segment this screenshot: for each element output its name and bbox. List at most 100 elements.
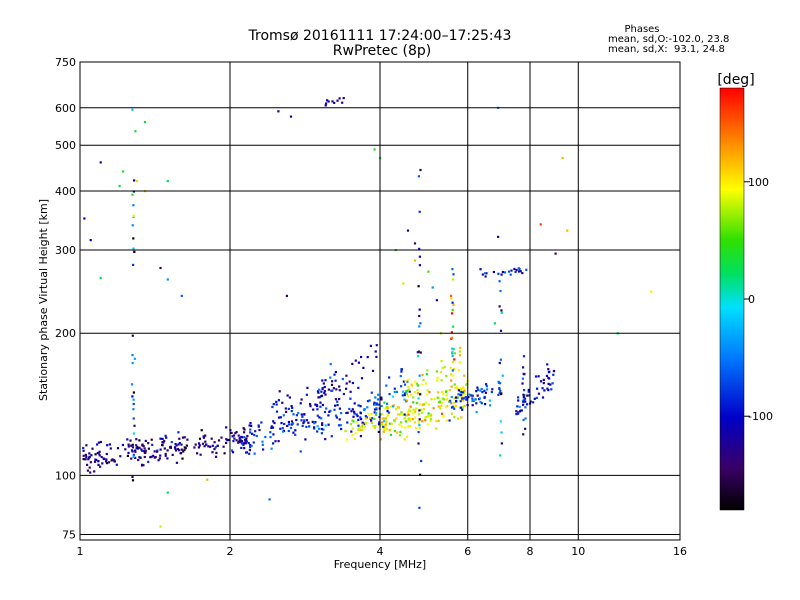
- echo-point: [323, 391, 326, 395]
- echo-point: [260, 421, 263, 424]
- echo-point: [144, 449, 147, 452]
- echo-point: [459, 406, 462, 409]
- echo-point: [373, 408, 377, 411]
- echo-point: [441, 412, 444, 415]
- echo-point: [84, 458, 87, 461]
- echo-point: [158, 457, 161, 460]
- echo-point: [159, 437, 162, 440]
- echo-point: [220, 436, 223, 439]
- echo-point: [166, 180, 169, 183]
- echo-point: [374, 396, 377, 399]
- echo-point: [513, 267, 516, 271]
- echo-point: [352, 420, 355, 423]
- echo-point: [270, 426, 273, 429]
- echo-point: [84, 453, 87, 456]
- echo-point: [451, 354, 454, 357]
- echo-point: [373, 148, 376, 151]
- echo-point: [342, 97, 345, 100]
- echo-point: [380, 398, 383, 401]
- echo-point: [113, 459, 116, 462]
- echo-point: [159, 525, 162, 528]
- colorbar-tick-label: 100: [748, 176, 769, 189]
- echo-point: [243, 428, 246, 431]
- echo-point: [244, 438, 247, 441]
- echo-point: [283, 422, 286, 426]
- echo-point: [421, 420, 424, 423]
- echo-point: [177, 431, 180, 434]
- echo-point: [359, 412, 362, 415]
- echo-point: [98, 450, 101, 453]
- echo-point: [271, 405, 274, 409]
- echo-point: [326, 99, 329, 102]
- echo-point: [338, 397, 341, 401]
- echo-point: [277, 440, 280, 443]
- echo-point: [137, 447, 140, 450]
- echo-point: [97, 459, 100, 463]
- echo-point: [446, 398, 449, 401]
- echo-point: [361, 421, 364, 424]
- echo-point: [416, 351, 419, 354]
- echo-point: [245, 451, 248, 454]
- echo-point: [127, 443, 130, 446]
- echo-point: [240, 436, 244, 439]
- echo-point: [427, 403, 431, 406]
- echo-point: [345, 438, 349, 441]
- echo-point: [416, 384, 420, 387]
- echo-point: [518, 410, 522, 413]
- echo-point: [287, 407, 290, 410]
- echo-point: [205, 443, 208, 446]
- echo-point: [509, 273, 512, 276]
- echo-point: [94, 453, 97, 456]
- echo-point: [400, 421, 403, 424]
- echo-point: [134, 450, 137, 453]
- echo-point: [327, 388, 330, 391]
- echo-point: [417, 431, 420, 434]
- echo-point: [403, 394, 406, 397]
- echo-point: [377, 403, 380, 406]
- echo-point: [522, 366, 525, 369]
- echo-point: [417, 285, 420, 288]
- echo-point: [522, 393, 525, 396]
- echo-point: [518, 270, 521, 273]
- y-tick-label: 300: [55, 244, 76, 257]
- echo-point: [468, 393, 471, 396]
- echo-point: [491, 388, 494, 391]
- echo-point: [329, 376, 332, 379]
- echo-point: [109, 447, 112, 450]
- echo-point: [380, 396, 383, 399]
- echo-point: [273, 421, 276, 425]
- echo-point: [519, 270, 522, 273]
- echo-point: [393, 430, 396, 433]
- echo-point: [156, 450, 159, 453]
- echo-point: [179, 452, 182, 455]
- echo-point: [126, 454, 129, 457]
- echo-point: [270, 447, 273, 450]
- echo-point: [248, 449, 251, 452]
- echo-point: [547, 376, 550, 379]
- echo-point: [304, 438, 307, 441]
- echo-point: [105, 452, 108, 456]
- echo-point: [451, 301, 454, 304]
- echo-point: [393, 387, 396, 390]
- echo-point: [325, 102, 328, 105]
- echo-point: [451, 278, 454, 281]
- echo-point: [401, 390, 404, 393]
- echo-point: [235, 439, 238, 442]
- echo-point: [94, 458, 97, 461]
- echo-point: [409, 425, 412, 428]
- x-tick-label: 10: [571, 545, 585, 558]
- echo-point: [445, 394, 448, 397]
- echo-point: [422, 403, 426, 406]
- echo-point: [269, 431, 272, 434]
- echo-point: [380, 423, 384, 426]
- echo-point: [248, 452, 251, 455]
- echo-point: [488, 399, 491, 402]
- echo-point: [324, 424, 327, 427]
- echo-point: [178, 449, 181, 452]
- echo-point: [166, 457, 169, 460]
- echo-point: [322, 428, 325, 431]
- echo-point: [484, 275, 487, 278]
- echo-point: [407, 418, 410, 421]
- echo-point: [193, 446, 196, 449]
- echo-point: [418, 374, 421, 377]
